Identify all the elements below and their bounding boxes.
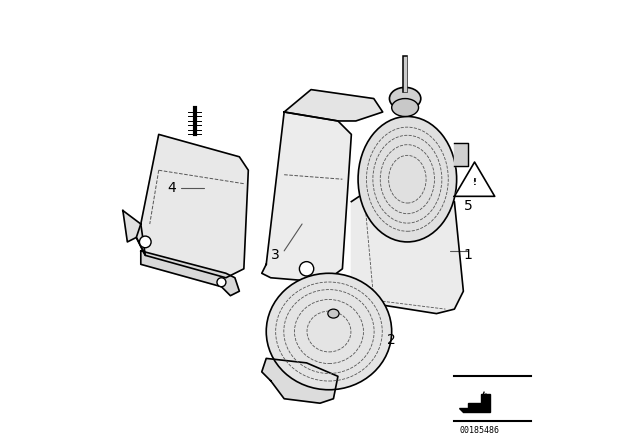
Text: 1: 1 [463,248,472,263]
Ellipse shape [358,116,457,242]
Polygon shape [141,251,239,296]
Polygon shape [454,162,495,196]
Polygon shape [262,358,338,403]
Ellipse shape [266,273,392,390]
Ellipse shape [328,309,339,318]
Polygon shape [136,134,248,278]
Ellipse shape [392,99,419,116]
Ellipse shape [389,87,421,110]
Polygon shape [284,90,383,121]
Text: ⚡: ⚡ [472,179,477,184]
Circle shape [300,262,314,276]
Text: 00185486: 00185486 [459,426,499,435]
Text: 2: 2 [387,333,396,348]
Text: !: ! [472,178,477,187]
Text: 5: 5 [463,199,472,213]
Polygon shape [262,112,351,282]
Polygon shape [123,211,145,255]
Circle shape [140,236,151,248]
Polygon shape [351,193,463,314]
Circle shape [217,278,226,287]
Polygon shape [459,394,490,412]
Text: 3: 3 [271,248,280,263]
Polygon shape [454,143,468,166]
Text: 4: 4 [168,181,177,195]
